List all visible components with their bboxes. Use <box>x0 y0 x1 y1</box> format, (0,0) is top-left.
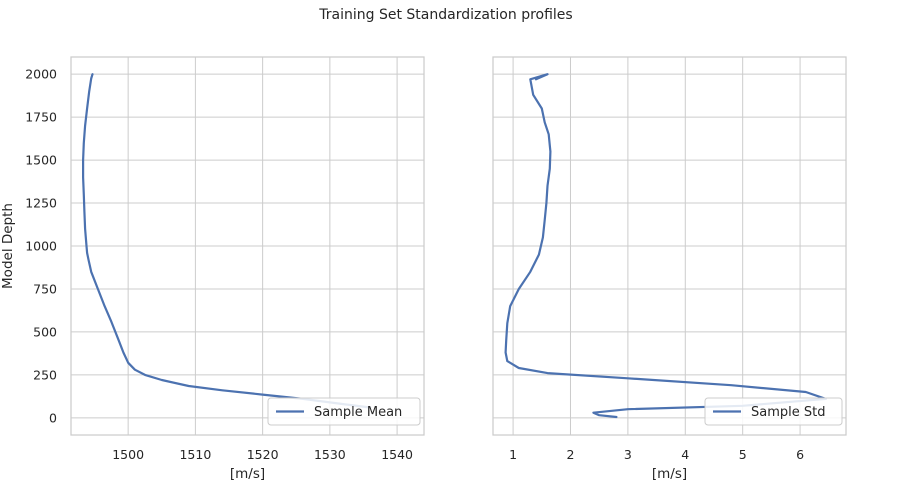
x-tick-label: 6 <box>796 447 804 462</box>
x-tick-label: 1500 <box>112 447 144 462</box>
y-tick-label: 1750 <box>25 110 57 125</box>
x-tick-label: 4 <box>681 447 689 462</box>
y-tick-label: 1000 <box>25 239 57 254</box>
legend-box <box>267 397 421 426</box>
legend-label: Sample Std <box>751 405 825 420</box>
x-tick-label: 5 <box>739 447 747 462</box>
x-tick-label: 1540 <box>381 447 413 462</box>
x-tick-label: 1530 <box>314 447 346 462</box>
legend-label: Sample Mean <box>314 405 402 420</box>
x-axis-label: [m/s] <box>652 466 687 482</box>
x-tick-label: 3 <box>624 447 632 462</box>
y-tick-label: 250 <box>33 367 57 382</box>
y-tick-label: 0 <box>49 410 57 425</box>
x-tick-label: 1 <box>509 447 517 462</box>
plot-panel-mean: 1500 1510 1520 1530 1540 0 250 500 750 1000 1250 15… <box>25 56 425 482</box>
x-axis-label: [m/s] <box>230 466 265 482</box>
y-axis-label-left: Model Depth <box>0 203 16 289</box>
legend-box <box>704 397 843 426</box>
series-line-sample-mean <box>81 73 372 409</box>
plot-frame <box>492 56 847 436</box>
x-tick-label: 1510 <box>179 447 211 462</box>
y-tick-label: 500 <box>33 324 57 339</box>
plot-panel-std: 1 2 3 4 5 6 [m/s] Sample Std <box>492 56 847 482</box>
figure-title: Training Set Standardization profiles <box>318 7 572 23</box>
x-tick-label: 1520 <box>247 447 279 462</box>
y-tick-label: 1250 <box>25 196 57 211</box>
y-tick-label: 2000 <box>25 67 57 82</box>
plot-frame <box>70 56 425 436</box>
y-tick-label: 750 <box>33 281 57 296</box>
y-tick-label: 1500 <box>25 153 57 168</box>
legend: Sample Mean <box>267 397 421 426</box>
x-tick-label: 2 <box>567 447 575 462</box>
legend: Sample Std <box>704 397 843 426</box>
